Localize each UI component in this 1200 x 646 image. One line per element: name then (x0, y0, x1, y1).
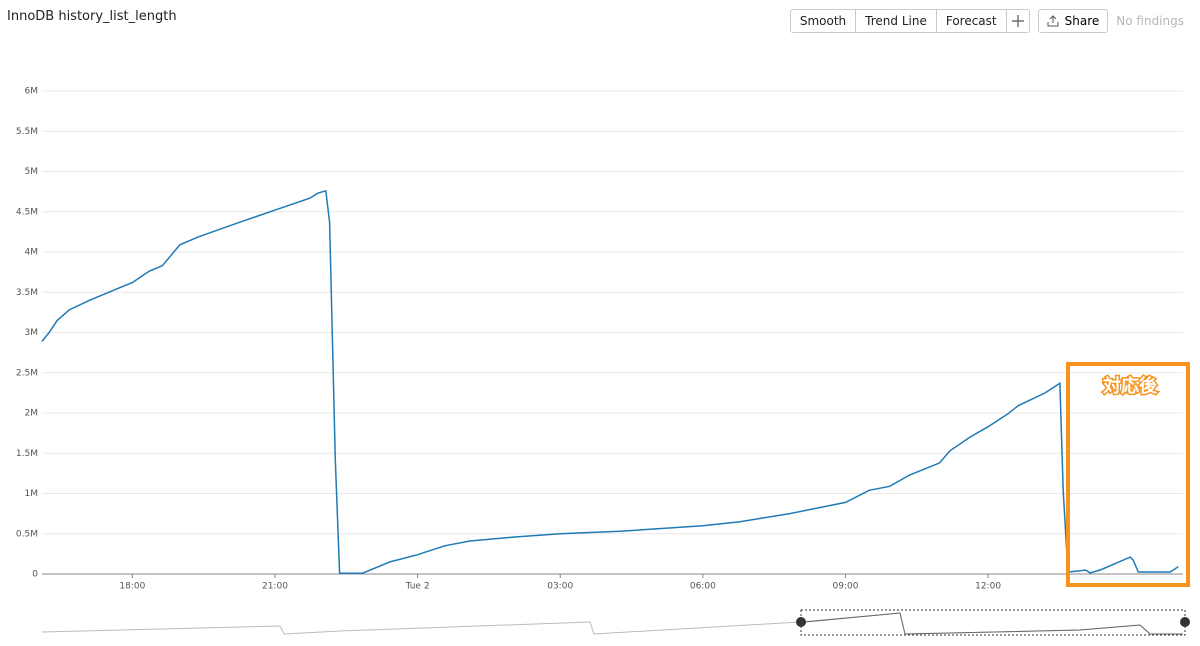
toolbar: Smooth Trend Line Forecast Share No find… (789, 9, 1184, 33)
navigator (41, 609, 1190, 636)
navigator-selected (804, 612, 1183, 635)
x-tick-label: 06:00 (690, 582, 716, 592)
navigator-handle[interactable] (796, 617, 806, 627)
navigator-handle[interactable] (1180, 617, 1190, 627)
y-tick-label: 1.5M (16, 449, 38, 459)
y-tick-label: 2.5M (16, 368, 38, 378)
y-tick-label: 3.5M (16, 288, 38, 298)
annotation-box (1066, 362, 1190, 587)
annotation-text: 対応後 (1102, 375, 1158, 397)
smooth-button[interactable]: Smooth (791, 10, 857, 32)
x-tick-label: 12:00 (975, 582, 1001, 592)
x-tick-label: 09:00 (832, 582, 858, 592)
x-tick-label: 21:00 (262, 582, 288, 592)
y-tick-label: 3M (25, 328, 39, 338)
button-group: Smooth Trend Line Forecast (789, 9, 1030, 33)
x-tick-label: Tue 2 (405, 582, 430, 592)
forecast-button[interactable]: Forecast (937, 10, 1007, 32)
y-tick-label: 2M (25, 409, 39, 419)
data-line (41, 189, 1179, 574)
x-tick-label: 18:00 (119, 582, 145, 592)
y-tick-label: 4.5M (16, 207, 38, 217)
y-tick-label: 6M (25, 87, 39, 97)
y-tick-label: 5M (25, 167, 39, 177)
share-button[interactable]: Share (1037, 9, 1109, 33)
navigator-window[interactable] (800, 609, 1186, 636)
plus-icon (1011, 15, 1024, 27)
trend-line-button[interactable]: Trend Line (856, 10, 937, 32)
y-tick-label: 0.5M (16, 529, 38, 539)
chart-title: InnoDB history_list_length (7, 9, 177, 24)
y-tick-label: 1M (25, 489, 39, 499)
y-tick-label: 5.5M (16, 127, 38, 137)
navigator-line (41, 612, 1183, 635)
share-label: Share (1064, 14, 1100, 28)
x-tick-label: 03:00 (547, 582, 573, 592)
add-button[interactable] (1007, 10, 1029, 32)
share-icon (1047, 15, 1059, 27)
y-tick-label: 4M (25, 248, 39, 258)
findings: No findings (1116, 14, 1184, 28)
y-tick-label: 0 (32, 570, 38, 580)
